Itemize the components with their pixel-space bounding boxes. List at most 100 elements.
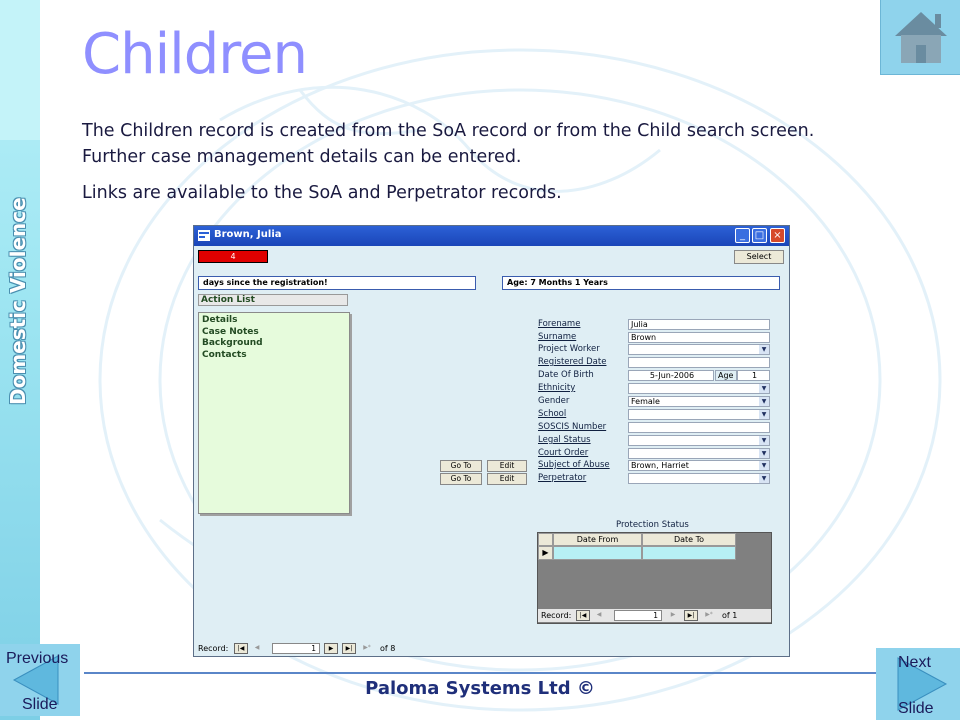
intro-paragraph: The Children record is created from the … [82, 121, 815, 167]
age-field[interactable]: 1 [737, 370, 770, 381]
subject-edit-button[interactable]: Edit [487, 460, 527, 472]
previous-label: Previous [6, 650, 69, 667]
form-icon [198, 230, 210, 241]
main-previous-record-icon[interactable]: ◀ [254, 644, 260, 651]
children-record-window: Brown, Julia _ □ × 4 Select days since t… [193, 225, 790, 657]
main-new-record-icon[interactable]: ▶* [363, 644, 371, 651]
home-icon [895, 12, 947, 63]
legal-status-select[interactable]: ▼ [628, 435, 770, 446]
registered-date-field[interactable] [628, 357, 770, 368]
registered-date-label[interactable]: Registered Date [538, 357, 607, 367]
right-arrow-icon [897, 657, 948, 711]
gender-value: Female [631, 397, 660, 406]
close-button[interactable]: × [770, 228, 785, 243]
record-count-badge: 4 [198, 250, 268, 263]
project-worker-label: Project Worker [538, 344, 600, 354]
chevron-down-icon[interactable]: ▼ [759, 449, 769, 458]
project-worker-select[interactable]: ▼ [628, 344, 770, 355]
next-slide-label: Slide [898, 700, 934, 717]
row-selector-header [538, 533, 553, 546]
forename-label[interactable]: Forename [538, 319, 581, 329]
next-label: Next [898, 654, 931, 671]
date-to-header[interactable]: Date To [642, 533, 736, 546]
age-label: Age [715, 370, 737, 381]
protection-status-grid: Date From Date To ▶ Record: |◀ ◀ 1 ▶ ▶| … [537, 532, 772, 624]
perpetrator-edit-button[interactable]: Edit [487, 473, 527, 485]
age-display: Age: 7 Months 1 Years [502, 276, 780, 290]
perpetrator-goto-button[interactable]: Go To [440, 473, 482, 485]
previous-slide-label: Slide [22, 696, 58, 713]
main-record-total: of 8 [380, 644, 396, 653]
court-order-label[interactable]: Court Order [538, 448, 589, 458]
chevron-down-icon[interactable]: ▼ [759, 461, 769, 470]
main-next-record-icon[interactable]: ▶ [324, 643, 338, 654]
previous-record-icon[interactable]: ◀ [596, 611, 602, 618]
chevron-down-icon[interactable]: ▼ [759, 397, 769, 406]
date-from-header[interactable]: Date From [553, 533, 642, 546]
perpetrator-label[interactable]: Perpetrator [538, 473, 587, 483]
maximize-button[interactable]: □ [752, 228, 767, 243]
chevron-down-icon[interactable]: ▼ [759, 474, 769, 483]
home-button[interactable] [880, 0, 960, 75]
court-order-select[interactable]: ▼ [628, 448, 770, 459]
record-total: of 1 [722, 611, 738, 620]
forename-field[interactable]: Julia [628, 319, 770, 330]
window-title: Brown, Julia [214, 229, 282, 240]
previous-slide-button[interactable]: Previous Slide [0, 644, 80, 716]
school-label[interactable]: School [538, 409, 567, 419]
ethnicity-select[interactable]: ▼ [628, 383, 770, 394]
date-of-birth-label: Date Of Birth [538, 370, 594, 380]
main-last-record-icon[interactable]: ▶| [342, 643, 356, 654]
minimize-button[interactable]: _ [735, 228, 750, 243]
footer-copyright: Paloma Systems Ltd © [365, 678, 595, 699]
date-of-birth-field[interactable]: 5-Jun-2006 [628, 370, 714, 381]
main-first-record-icon[interactable]: |◀ [234, 643, 248, 654]
soscis-number-field[interactable] [628, 422, 770, 433]
action-list: Details Case Notes Background Contacts [198, 312, 350, 514]
school-select[interactable]: ▼ [628, 409, 770, 420]
main-record-label: Record: [198, 644, 229, 653]
perpetrator-select[interactable]: ▼ [628, 473, 770, 484]
new-record-icon[interactable]: ▶* [705, 611, 713, 618]
surname-field[interactable]: Brown [628, 332, 770, 343]
links-paragraph: Links are available to the SoA and Perpe… [82, 183, 562, 203]
gender-label: Gender [538, 396, 570, 406]
protection-record-nav: Record: |◀ ◀ 1 ▶ ▶| ▶* of 1 [538, 609, 771, 622]
subject-of-abuse-label[interactable]: Subject of Abuse [538, 460, 610, 470]
action-list-label: Action List [198, 294, 348, 306]
ethnicity-label[interactable]: Ethnicity [538, 383, 576, 393]
main-record-number-input[interactable]: 1 [272, 643, 320, 654]
date-to-cell[interactable] [642, 546, 736, 560]
days-since-registration: days since the registration! [198, 276, 476, 290]
left-arrow-icon [12, 655, 59, 705]
soscis-number-label[interactable]: SOSCIS Number [538, 422, 607, 432]
page-title: Children [82, 22, 308, 87]
record-number-input[interactable]: 1 [614, 610, 662, 621]
action-item-case-notes[interactable]: Case Notes [202, 326, 259, 337]
first-record-icon[interactable]: |◀ [576, 610, 590, 621]
side-label: Domestic Violence [6, 197, 30, 405]
next-record-icon[interactable]: ▶ [670, 611, 676, 618]
protection-status-label: Protection Status [616, 520, 689, 530]
surname-label[interactable]: Surname [538, 332, 577, 342]
chevron-down-icon[interactable]: ▼ [759, 384, 769, 393]
date-from-cell[interactable] [553, 546, 642, 560]
action-item-background[interactable]: Background [202, 338, 263, 348]
main-record-nav: Record: |◀ ◀ 1 ▶ ▶| ▶* of 8 [194, 642, 789, 655]
chevron-down-icon[interactable]: ▼ [759, 345, 769, 354]
chevron-down-icon[interactable]: ▼ [759, 436, 769, 445]
current-row-pointer-icon: ▶ [538, 546, 553, 560]
legal-status-label[interactable]: Legal Status [538, 435, 591, 445]
record-label: Record: [541, 611, 572, 620]
action-item-contacts[interactable]: Contacts [202, 349, 247, 360]
last-record-icon[interactable]: ▶| [684, 610, 698, 621]
chevron-down-icon[interactable]: ▼ [759, 410, 769, 419]
select-button[interactable]: Select [734, 250, 784, 264]
window-titlebar: Brown, Julia _ □ × [194, 226, 789, 246]
gender-select[interactable]: Female ▼ [628, 396, 770, 407]
next-slide-button[interactable]: Next Slide [876, 648, 960, 720]
subject-goto-button[interactable]: Go To [440, 460, 482, 472]
subject-of-abuse-value: Brown, Harriet [631, 461, 689, 470]
subject-of-abuse-select[interactable]: Brown, Harriet ▼ [628, 460, 770, 471]
action-item-details[interactable]: Details [202, 315, 238, 325]
